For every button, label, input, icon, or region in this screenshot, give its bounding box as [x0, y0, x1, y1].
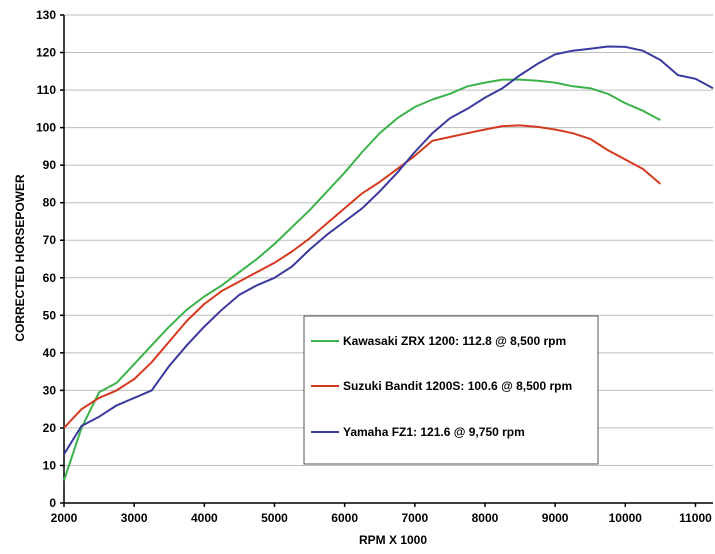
ytick-label-70: 70 — [43, 233, 57, 247]
ytick-label-20: 20 — [43, 421, 57, 435]
series-line-kawasaki — [63, 78, 661, 481]
legend-label-suzuki: Suzuki Bandit 1200S: 100.6 @ 8,500 rpm — [343, 379, 572, 393]
xtick-label-7000: 7000 — [401, 511, 428, 525]
xtick-label-3000: 3000 — [121, 511, 148, 525]
xtick-label-2000: 2000 — [51, 511, 78, 525]
xtick-label-10000: 10000 — [609, 511, 643, 525]
legend: Kawasaki ZRX 1200: 112.8 @ 8,500 rpm Suz… — [303, 315, 599, 465]
x-axis-title: RPM X 1000 — [359, 533, 427, 547]
ytick-label-90: 90 — [43, 158, 57, 172]
ytick-label-60: 60 — [43, 271, 57, 285]
x-tick-labels: 2000 3000 4000 5000 6000 7000 8000 9000 10000 110… — [51, 511, 712, 525]
ytick-label-30: 30 — [43, 383, 57, 397]
ytick-label-10: 10 — [43, 458, 57, 472]
xtick-label-4000: 4000 — [191, 511, 218, 525]
ytick-label-130: 130 — [36, 8, 56, 22]
legend-label-yamaha: Yamaha FZ1: 121.6 @ 9,750 rpm — [343, 425, 525, 439]
axes — [60, 14, 713, 507]
series-lines — [63, 45, 714, 481]
series-line-yamaha — [63, 45, 714, 455]
y-axis-title: CORRECTED HORSEPOWER — [13, 174, 27, 342]
xtick-label-11000: 11000 — [679, 511, 712, 525]
ytick-label-40: 40 — [43, 346, 57, 360]
grid-lines — [64, 14, 713, 466]
series-line-suzuki — [63, 124, 662, 429]
ytick-label-50: 50 — [43, 308, 57, 322]
xtick-label-8000: 8000 — [472, 511, 499, 525]
ytick-label-110: 110 — [37, 83, 57, 97]
y-tick-labels: 0 10 20 30 40 50 60 70 80 90 100 110 120 130 — [36, 8, 56, 510]
ytick-label-0: 0 — [49, 496, 56, 510]
legend-label-kawasaki: Kawasaki ZRX 1200: 112.8 @ 8,500 rpm — [343, 334, 566, 348]
ytick-label-100: 100 — [36, 121, 56, 135]
xtick-label-6000: 6000 — [331, 511, 358, 525]
legend-box — [303, 315, 599, 465]
ytick-label-120: 120 — [36, 46, 56, 60]
xtick-label-5000: 5000 — [261, 511, 288, 525]
ytick-label-80: 80 — [43, 196, 57, 210]
xtick-label-9000: 9000 — [542, 511, 569, 525]
